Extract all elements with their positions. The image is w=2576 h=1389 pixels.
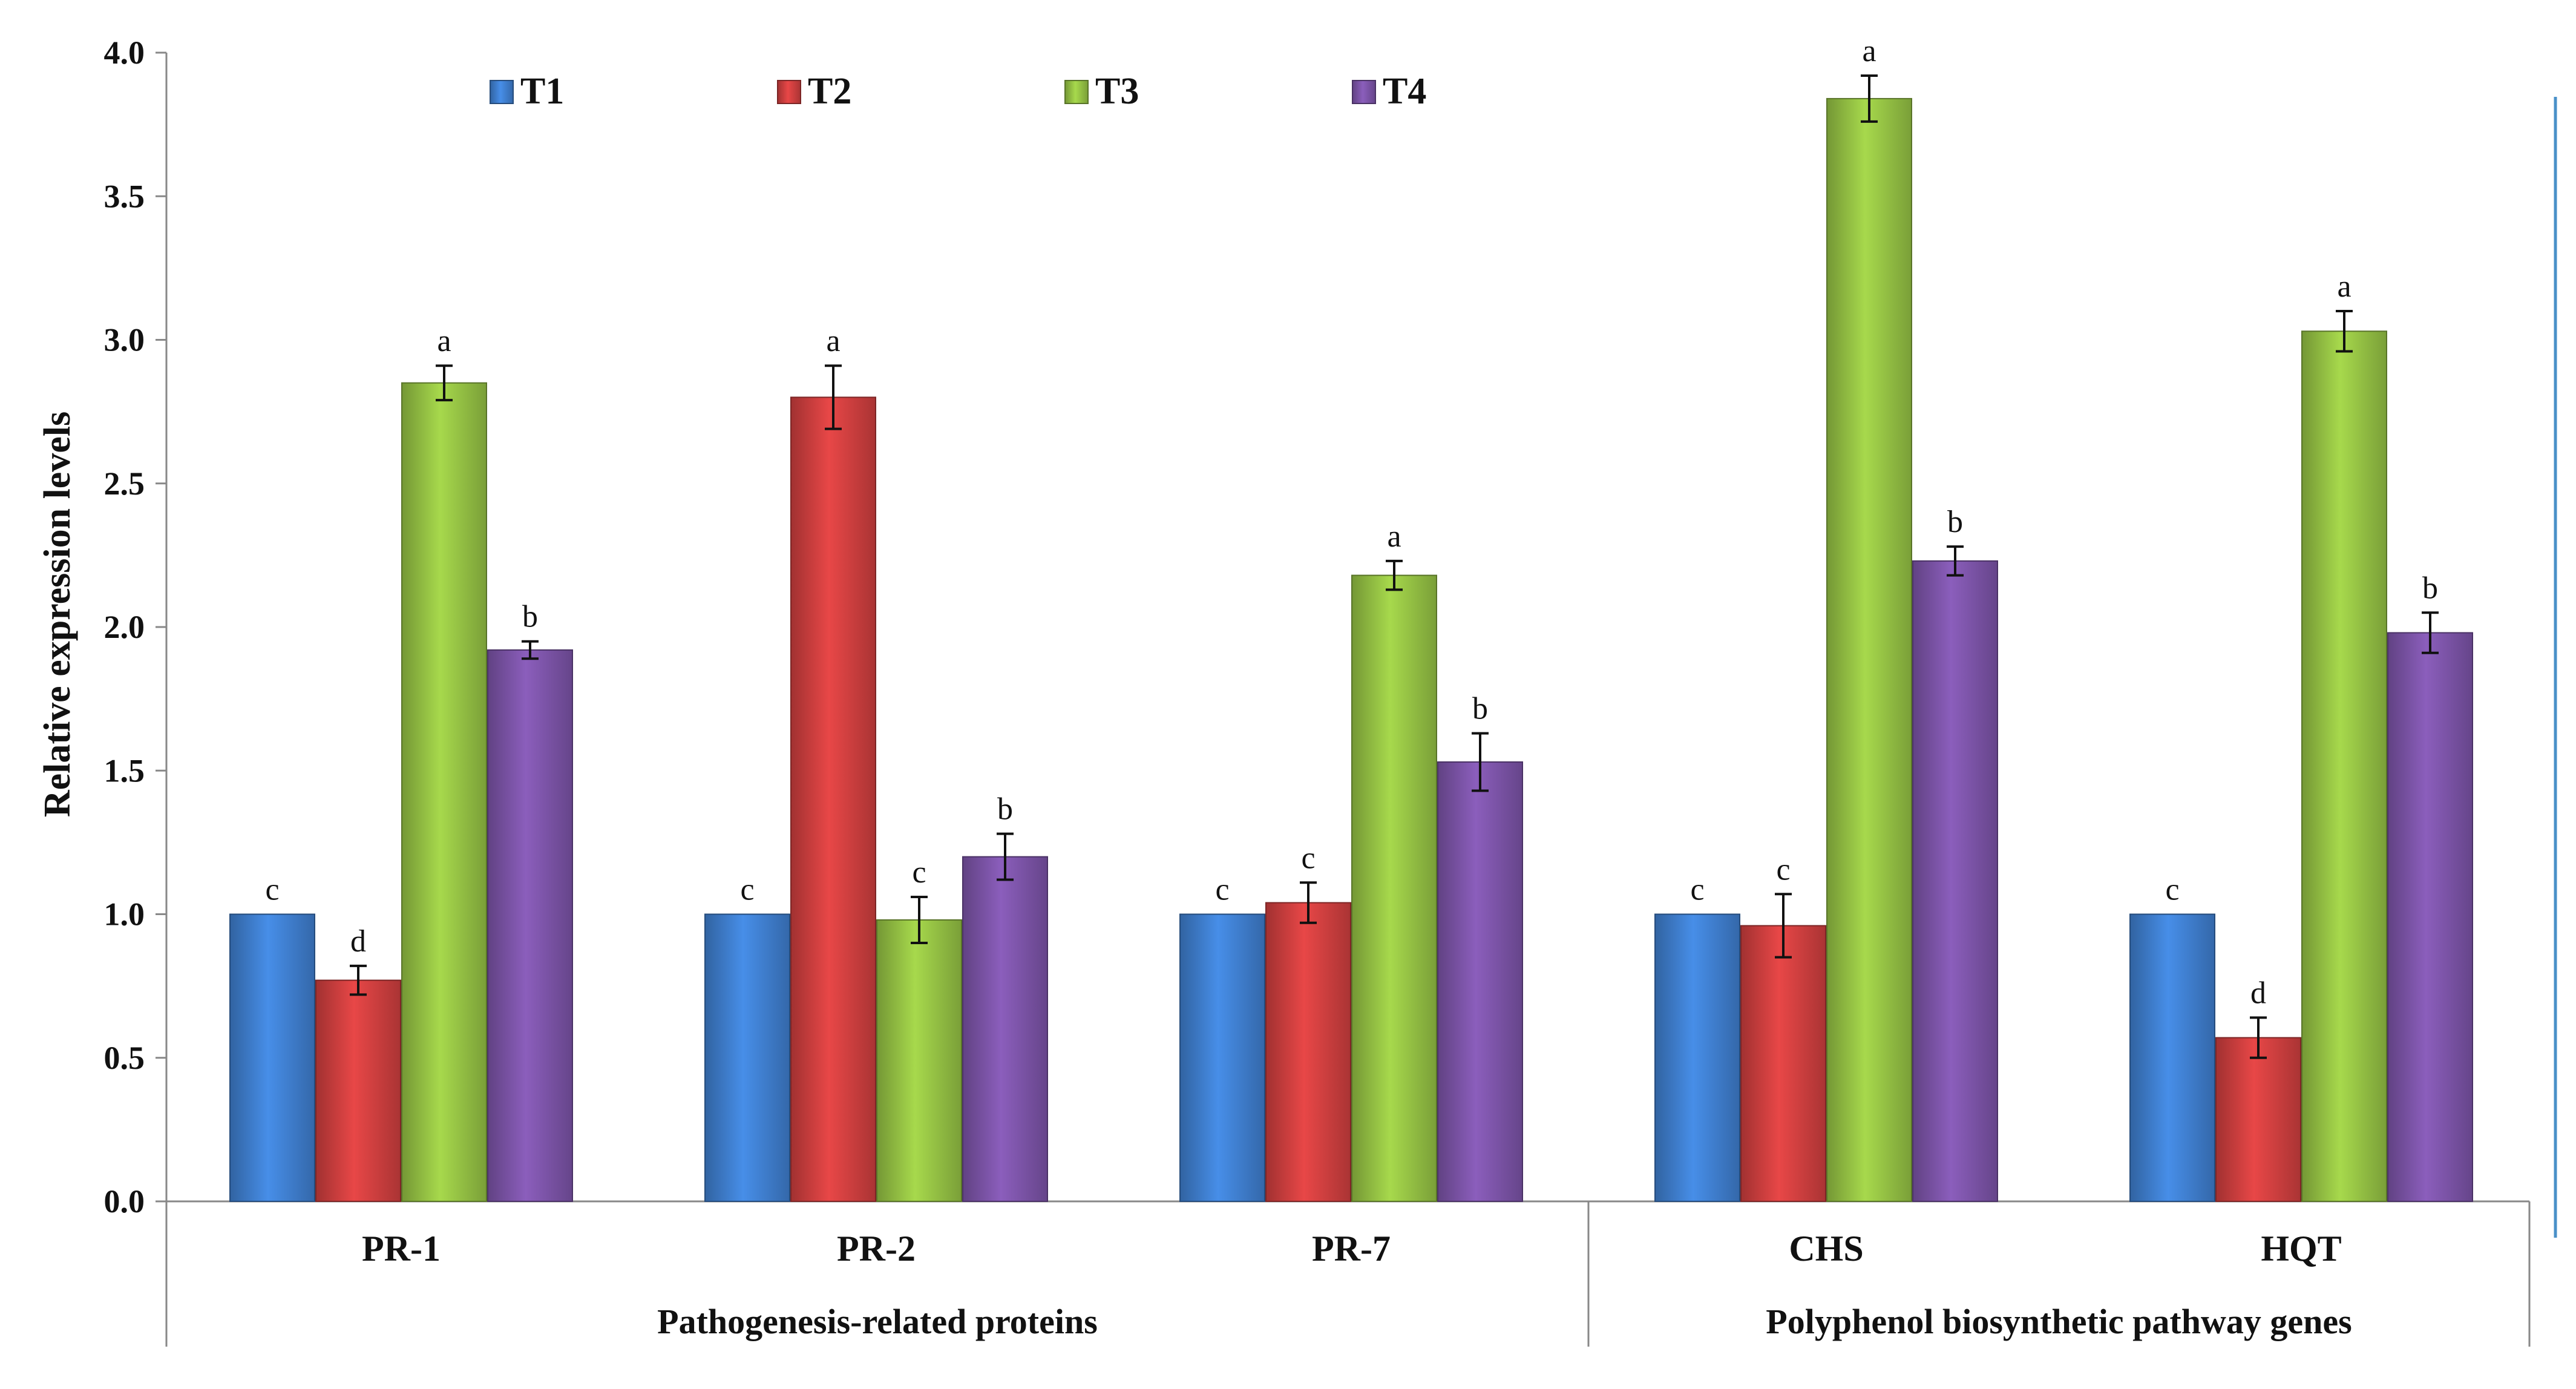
y-tick-label: 1.5 xyxy=(104,752,145,789)
legend-swatch-T4 xyxy=(1352,80,1376,104)
bar-T1-HQT xyxy=(2129,913,2215,1202)
y-axis-label: Relative expression levels xyxy=(37,412,78,817)
bar-T4-PR-7 xyxy=(1437,761,1523,1202)
significance-letter: b xyxy=(2422,571,2438,605)
bar-T3-CHS xyxy=(1826,97,1912,1202)
group-label: Pathogenesis-related proteins xyxy=(657,1302,1098,1341)
bar-T3-PR-1 xyxy=(401,382,487,1202)
bars: c d a b c a c b c c a b c c a b c d a b xyxy=(229,34,2473,1203)
bar-T4-HQT xyxy=(2387,632,2473,1202)
legend-label-T2: T2 xyxy=(808,71,851,112)
y-tick-label: 2.5 xyxy=(104,465,145,502)
significance-letter: c xyxy=(1776,852,1790,887)
y-tick-label: 3.0 xyxy=(104,322,145,358)
legend-label-T1: T1 xyxy=(520,71,564,112)
bar-T1-CHS xyxy=(1654,913,1740,1202)
significance-letter: d xyxy=(350,924,366,959)
bar-T3-PR-2 xyxy=(876,919,962,1202)
significance-letter: a xyxy=(437,324,451,358)
legend-label-T3: T3 xyxy=(1095,71,1139,112)
y-tick-label: 4.0 xyxy=(104,34,145,71)
significance-letter: c xyxy=(912,855,926,890)
significance-letter: c xyxy=(740,873,754,907)
bar-T1-PR-7 xyxy=(1179,913,1265,1202)
x-axis: PR-1 PR-2 PR-7 CHS HQT Pathogenesis-related p… xyxy=(362,1229,2352,1341)
legend-swatch-T3 xyxy=(1064,80,1089,104)
legend: T1 T2 T3 T4 xyxy=(490,71,1426,112)
y-tick-label: 3.5 xyxy=(104,178,145,214)
bar-T3-HQT xyxy=(2301,330,2387,1202)
legend-swatch-T1 xyxy=(490,80,514,104)
bar-T2-HQT xyxy=(2215,1037,2301,1203)
bar-T2-PR-7 xyxy=(1265,902,1351,1203)
category-label: CHS xyxy=(1789,1229,1863,1269)
category-label: PR-1 xyxy=(362,1229,441,1269)
significance-letter: b xyxy=(997,792,1013,827)
bar-T2-PR-2 xyxy=(790,396,876,1202)
significance-letter: c xyxy=(1690,873,1704,907)
significance-letter: c xyxy=(1215,873,1229,907)
significance-letter: a xyxy=(1387,519,1401,554)
bar-T4-CHS xyxy=(1912,560,1998,1202)
legend-label-T4: T4 xyxy=(1383,71,1426,112)
significance-letter: b xyxy=(1947,505,1963,539)
legend-swatch-T2 xyxy=(777,80,801,104)
bar-T3-PR-7 xyxy=(1351,574,1437,1203)
bar-T2-PR-1 xyxy=(315,979,401,1202)
bar-T4-PR-2 xyxy=(962,856,1048,1202)
y-tick-label: 1.0 xyxy=(104,896,145,933)
bar-T1-PR-2 xyxy=(704,913,790,1202)
significance-letter: a xyxy=(2337,269,2351,304)
category-label: HQT xyxy=(2261,1229,2341,1269)
significance-letter: b xyxy=(522,600,538,634)
significance-letter: a xyxy=(1862,34,1876,68)
y-axis: 0.0 0.5 1.0 1.5 2.0 2.5 3.0 3.5 4.0 xyxy=(104,34,166,1220)
category-label: PR-7 xyxy=(1312,1229,1391,1269)
significance-letter: c xyxy=(265,873,279,907)
bar-T4-PR-1 xyxy=(487,649,573,1202)
group-label: Polyphenol biosynthetic pathway genes xyxy=(1766,1302,2352,1341)
significance-letter: b xyxy=(1472,692,1488,726)
bar-T2-CHS xyxy=(1740,925,1826,1202)
y-tick-label: 0.5 xyxy=(104,1040,145,1076)
significance-letter: d xyxy=(2250,976,2266,1010)
category-label: PR-2 xyxy=(837,1229,916,1269)
significance-letter: c xyxy=(1301,841,1315,875)
bar-T1-PR-1 xyxy=(229,913,315,1202)
significance-letter: a xyxy=(826,324,840,358)
y-tick-label: 0.0 xyxy=(104,1183,145,1220)
significance-letter: c xyxy=(2165,873,2179,907)
y-tick-label: 2.0 xyxy=(104,609,145,645)
